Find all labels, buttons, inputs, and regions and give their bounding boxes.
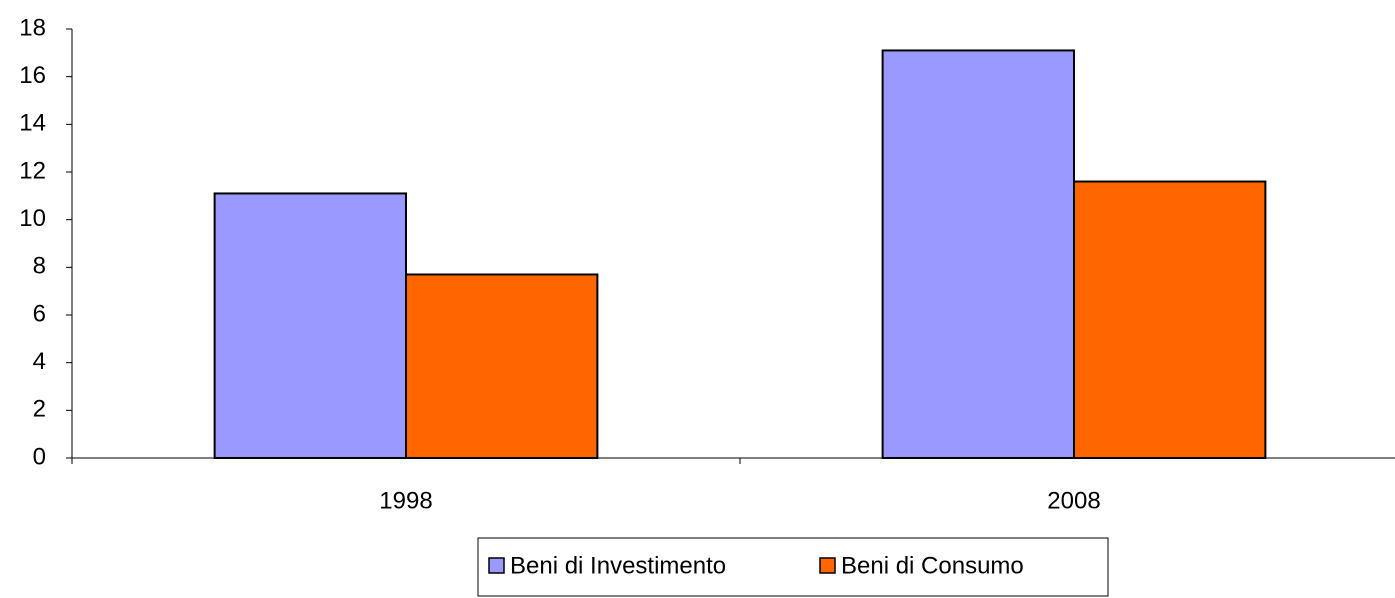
legend-swatch [488,557,505,574]
bar [881,49,1075,459]
legend-label: Beni di Consumo [841,552,1024,579]
x-tick-label: 1998 [379,487,432,514]
legend-box [477,537,1109,597]
bar [213,192,407,459]
y-tick-label: 18 [19,14,46,41]
y-tick-label: 8 [33,253,46,280]
y-tick-label: 12 [19,157,46,184]
x-tick-label: 2008 [1047,487,1100,514]
y-tick-label: 2 [33,396,46,423]
legend-label: Beni di Investimento [510,552,726,579]
y-tick-label: 4 [33,348,46,375]
y-tick-label: 6 [33,300,46,327]
legend-swatch [819,557,836,574]
bar [1073,180,1267,460]
y-tick-label: 10 [19,205,46,232]
bar [405,273,599,459]
y-tick-label: 14 [19,110,46,137]
y-tick-label: 0 [33,443,46,470]
y-tick-label: 16 [19,62,46,89]
